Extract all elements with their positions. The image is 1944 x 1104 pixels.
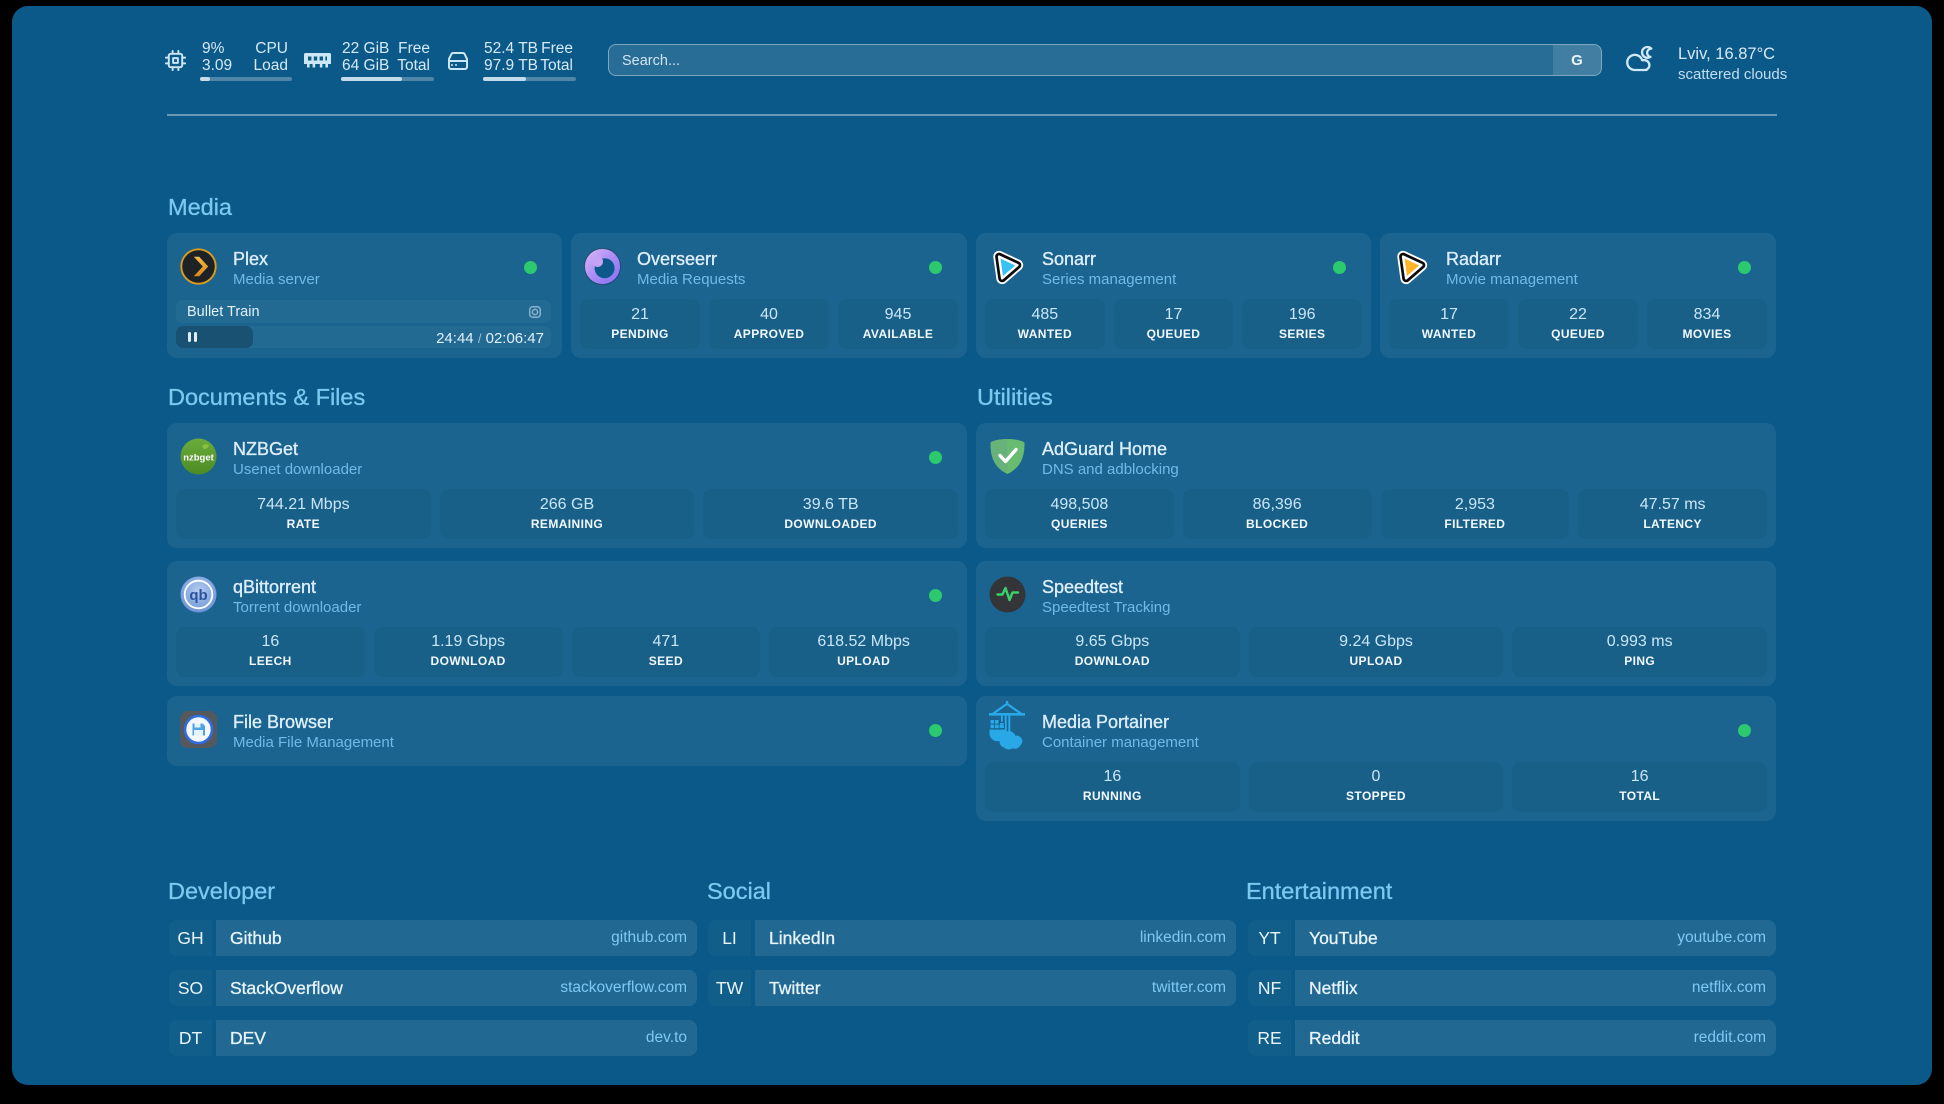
svg-text:nzbget: nzbget	[183, 453, 214, 464]
svg-text:qb: qb	[189, 587, 207, 604]
